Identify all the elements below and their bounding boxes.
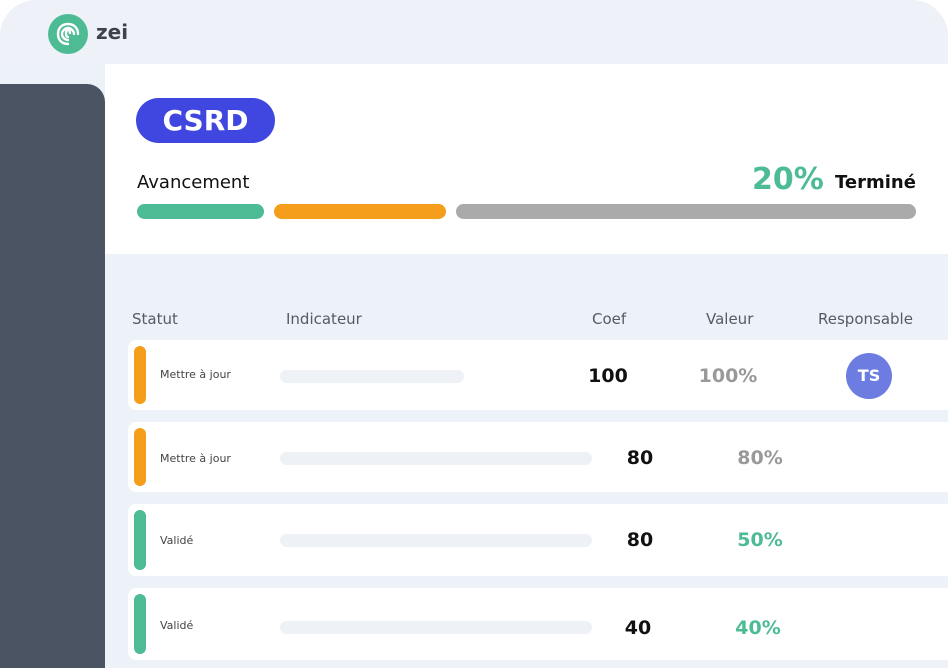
top-bar: zei: [0, 0, 948, 64]
indicator-placeholder: [280, 621, 592, 634]
value-text: 100%: [698, 365, 758, 387]
coef-value: 80: [626, 529, 654, 551]
header-responsable: Responsable: [818, 310, 913, 328]
value-text: 50%: [737, 529, 783, 551]
table-row[interactable]: Validé 40 40%: [128, 588, 948, 660]
coef-value: 100: [588, 365, 628, 387]
indicator-placeholder: [280, 452, 592, 465]
status-indicator: [134, 510, 146, 570]
value-text: 80%: [737, 447, 783, 469]
header-valeur: Valeur: [706, 310, 754, 328]
indicator-placeholder: [280, 370, 464, 383]
value-text: 40%: [735, 617, 781, 639]
coef-value: 80: [626, 447, 654, 469]
header-indicateur: Indicateur: [286, 310, 362, 328]
brand-name: zei: [96, 20, 129, 44]
progress-percent: 20%: [752, 162, 824, 197]
progress-status: Terminé: [835, 172, 916, 193]
sidebar: [0, 84, 105, 668]
status-text: Mettre à jour: [160, 368, 231, 381]
status-text: Validé: [160, 534, 194, 547]
status-indicator: [134, 428, 146, 486]
header-statut: Statut: [132, 310, 178, 328]
progress-segment-remaining: [456, 204, 916, 219]
coef-value: 40: [624, 617, 652, 639]
status-text: Validé: [160, 619, 194, 632]
header-coef: Coef: [592, 310, 627, 328]
zei-logo-icon: [48, 14, 88, 54]
csrd-badge[interactable]: CSRD: [136, 98, 275, 143]
status-indicator: [134, 346, 146, 404]
header-panel: [105, 64, 948, 254]
progress-segment-update: [274, 204, 446, 219]
avatar[interactable]: TS: [846, 353, 892, 399]
status-indicator: [134, 594, 146, 654]
progress-label: Avancement: [137, 172, 250, 193]
table-row[interactable]: Mettre à jour 80 80%: [128, 422, 948, 492]
status-text: Mettre à jour: [160, 452, 231, 465]
table-row[interactable]: Validé 80 50%: [128, 504, 948, 576]
indicator-placeholder: [280, 534, 592, 547]
progress-segment-done: [137, 204, 264, 219]
table-row[interactable]: Mettre à jour 100 100% TS: [128, 340, 948, 410]
